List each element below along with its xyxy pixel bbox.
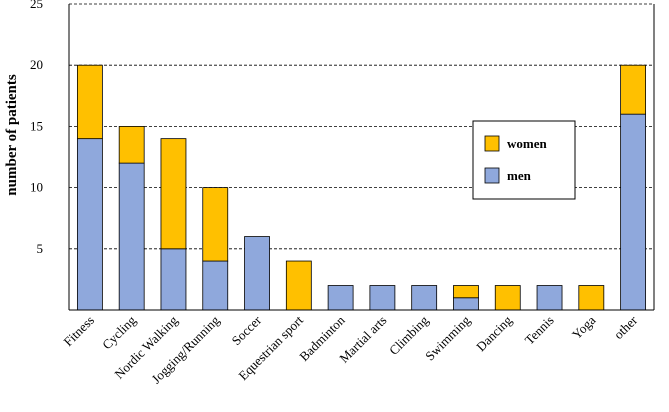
legend-swatch-men bbox=[484, 167, 500, 184]
bar-women bbox=[285, 260, 312, 311]
bar-women bbox=[578, 285, 605, 311]
bars bbox=[76, 64, 647, 311]
y-tick-label: 10 bbox=[30, 180, 43, 195]
bar-women bbox=[453, 285, 479, 299]
bar-men bbox=[369, 285, 396, 311]
bar-men bbox=[411, 285, 438, 311]
x-tick-label: Soccer bbox=[229, 312, 265, 348]
axes bbox=[68, 4, 655, 311]
x-tick-label: Cycling bbox=[99, 312, 139, 352]
x-tick-label: Fitness bbox=[60, 313, 97, 350]
bar-women bbox=[620, 64, 647, 115]
x-tick-label: Yoga bbox=[569, 312, 599, 342]
bar-men bbox=[118, 162, 145, 311]
bar-women bbox=[202, 187, 229, 262]
y-axis-title: number of patients bbox=[4, 74, 20, 196]
legend-swatch-women bbox=[484, 135, 500, 152]
legend-label-women: women bbox=[507, 136, 547, 151]
bar-men bbox=[620, 113, 647, 311]
x-tick-label: Dancing bbox=[473, 312, 515, 354]
legend-box bbox=[472, 120, 576, 200]
bar-men bbox=[327, 285, 354, 311]
bar-women bbox=[76, 64, 103, 140]
legend-label-men: men bbox=[507, 168, 532, 183]
x-tick-label: Tennis bbox=[522, 313, 557, 348]
bar-men bbox=[536, 285, 563, 311]
bar-women bbox=[494, 285, 521, 311]
y-tick-label: 5 bbox=[37, 241, 44, 256]
bar-men bbox=[202, 260, 229, 311]
bar-men bbox=[160, 248, 187, 311]
x-tick-label: other bbox=[611, 312, 641, 342]
bar-men bbox=[453, 297, 479, 311]
bar-women bbox=[118, 126, 145, 164]
y-tick-label: 15 bbox=[30, 118, 43, 133]
y-tick-label: 25 bbox=[30, 0, 43, 11]
x-tick-label: Swimming bbox=[422, 312, 473, 363]
y-tick-labels: 5 10 15 20 25 bbox=[30, 0, 43, 256]
bar-women bbox=[160, 138, 187, 250]
bar-men bbox=[76, 138, 103, 311]
legend: women men bbox=[472, 120, 576, 200]
y-tick-label: 20 bbox=[30, 57, 43, 72]
bar-men bbox=[244, 236, 270, 311]
